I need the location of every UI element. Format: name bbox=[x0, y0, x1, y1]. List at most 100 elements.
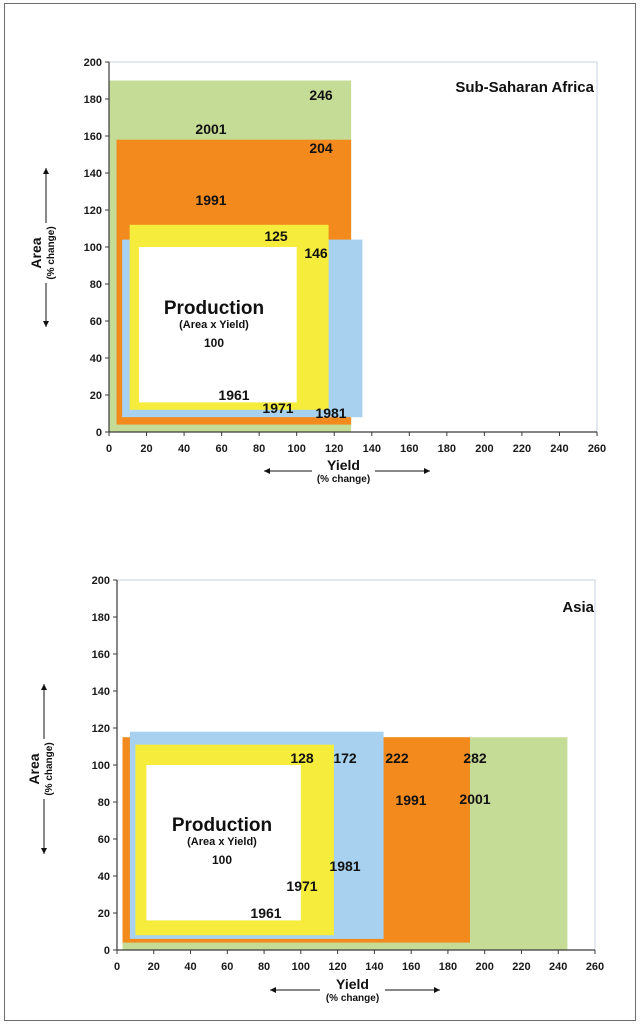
production-value: 100 bbox=[212, 853, 232, 867]
y-tick-label: 40 bbox=[98, 871, 110, 883]
x-tick-label: 260 bbox=[586, 961, 604, 973]
x-tick-label: 80 bbox=[253, 443, 265, 455]
y-axis-label-group: Area (% change) bbox=[26, 742, 55, 795]
x-tick-label: 0 bbox=[106, 443, 112, 455]
x-tick-label: 20 bbox=[140, 443, 152, 455]
year-label-1991: 1991 bbox=[395, 792, 426, 808]
x-tick-label: 160 bbox=[400, 443, 418, 455]
x-tick-label: 140 bbox=[363, 443, 381, 455]
year-label-1971: 1971 bbox=[262, 400, 293, 416]
x-axis-label: Yield bbox=[327, 457, 360, 473]
x-axis-label: Yield bbox=[336, 976, 369, 992]
year-label-1991: 1991 bbox=[195, 192, 226, 208]
y-tick-label: 180 bbox=[92, 612, 110, 624]
x-tick-label: 40 bbox=[184, 961, 196, 973]
production-label: Production bbox=[172, 815, 272, 836]
year-label-2001: 2001 bbox=[459, 791, 490, 807]
value-label-1971: 125 bbox=[264, 228, 288, 244]
y-tick-label: 200 bbox=[92, 575, 110, 587]
y-tick-label: 140 bbox=[84, 168, 102, 180]
x-tick-label: 140 bbox=[365, 961, 383, 973]
y-tick-label: 60 bbox=[98, 834, 110, 846]
x-tick-label: 240 bbox=[549, 961, 567, 973]
value-label-2001: 246 bbox=[309, 87, 333, 103]
x-tick-label: 240 bbox=[550, 443, 568, 455]
year-label-1961: 1961 bbox=[218, 387, 249, 403]
y-tick-label: 200 bbox=[84, 57, 102, 69]
y-tick-label: 160 bbox=[92, 649, 110, 661]
x-tick-label: 200 bbox=[475, 443, 493, 455]
production-label: Production bbox=[164, 298, 264, 319]
y-arrow-up-head bbox=[41, 684, 47, 690]
x-tick-label: 100 bbox=[288, 443, 306, 455]
y-tick-label: 140 bbox=[92, 686, 110, 698]
rect-1961 bbox=[139, 247, 297, 403]
x-arrow-left-head bbox=[270, 987, 276, 993]
value-label-1991: 222 bbox=[385, 750, 409, 766]
y-tick-label: 0 bbox=[104, 945, 110, 957]
y-tick-label: 20 bbox=[98, 908, 110, 920]
year-label-1971: 1971 bbox=[286, 878, 317, 894]
x-arrow-left-head bbox=[264, 468, 270, 474]
y-tick-label: 40 bbox=[90, 353, 102, 365]
x-tick-label: 80 bbox=[258, 961, 270, 973]
y-axis-label: Area bbox=[28, 237, 44, 268]
production-value: 100 bbox=[204, 336, 224, 350]
chart-title: Asia bbox=[562, 599, 594, 616]
x-arrow-right-head bbox=[434, 987, 440, 993]
x-tick-label: 260 bbox=[588, 443, 606, 455]
year-label-1961: 1961 bbox=[250, 905, 281, 921]
value-label-1981: 172 bbox=[333, 750, 357, 766]
year-label-1981: 1981 bbox=[315, 405, 346, 421]
x-tick-label: 60 bbox=[221, 961, 233, 973]
y-arrow-down-head bbox=[43, 321, 49, 327]
y-tick-label: 100 bbox=[84, 242, 102, 254]
rect-1961 bbox=[146, 765, 301, 921]
x-tick-label: 220 bbox=[513, 443, 531, 455]
x-tick-label: 40 bbox=[178, 443, 190, 455]
y-axis-label-group: Area (% change) bbox=[28, 226, 57, 279]
x-tick-label: 100 bbox=[292, 961, 310, 973]
y-tick-label: 180 bbox=[84, 94, 102, 106]
y-tick-label: 120 bbox=[84, 205, 102, 217]
y-tick-label: 80 bbox=[90, 279, 102, 291]
x-tick-label: 20 bbox=[148, 961, 160, 973]
x-tick-label: 220 bbox=[512, 961, 530, 973]
chart-panel-2: 0 20 40 60 80 100 120 140 160 180 200 0 20 40 60 80 100 1… bbox=[26, 575, 604, 1004]
production-sublabel: (Area x Yield) bbox=[179, 319, 249, 331]
y-tick-label: 60 bbox=[90, 316, 102, 328]
x-tick-label: 0 bbox=[114, 961, 120, 973]
x-tick-label: 120 bbox=[328, 961, 346, 973]
year-label-2001: 2001 bbox=[195, 121, 226, 137]
x-tick-label: 180 bbox=[439, 961, 457, 973]
x-tick-label: 160 bbox=[402, 961, 420, 973]
x-axis-sublabel: (% change) bbox=[317, 474, 370, 485]
production-sublabel: (Area x Yield) bbox=[187, 836, 257, 848]
x-arrow-right-head bbox=[424, 468, 430, 474]
chart-title: Sub-Saharan Africa bbox=[455, 79, 594, 96]
chart-panel-1: 0 20 40 60 80 100 120 140 160 180 200 0 20 40 60 80 100 1… bbox=[28, 57, 606, 485]
y-arrow-down-head bbox=[41, 848, 47, 854]
x-axis-sublabel: (% change) bbox=[326, 993, 379, 1004]
y-tick-label: 20 bbox=[90, 390, 102, 402]
x-tick-label: 200 bbox=[476, 961, 494, 973]
y-tick-label: 120 bbox=[92, 723, 110, 735]
value-label-1971: 128 bbox=[290, 750, 314, 766]
y-tick-label: 160 bbox=[84, 131, 102, 143]
y-axis-sublabel: (% change) bbox=[46, 226, 57, 279]
y-tick-label: 0 bbox=[96, 427, 102, 439]
y-tick-label: 100 bbox=[92, 760, 110, 772]
value-label-2001: 282 bbox=[463, 750, 487, 766]
y-axis-label: Area bbox=[26, 753, 42, 784]
y-arrow-up-head bbox=[43, 168, 49, 174]
x-tick-label: 60 bbox=[215, 443, 227, 455]
figure-frame bbox=[4, 3, 636, 1021]
value-label-1991: 204 bbox=[309, 140, 333, 156]
x-tick-label: 120 bbox=[325, 443, 343, 455]
value-label-1981: 146 bbox=[304, 245, 328, 261]
y-axis-sublabel: (% change) bbox=[44, 742, 55, 795]
x-tick-label: 180 bbox=[438, 443, 456, 455]
y-tick-label: 80 bbox=[98, 797, 110, 809]
year-label-1981: 1981 bbox=[329, 858, 360, 874]
